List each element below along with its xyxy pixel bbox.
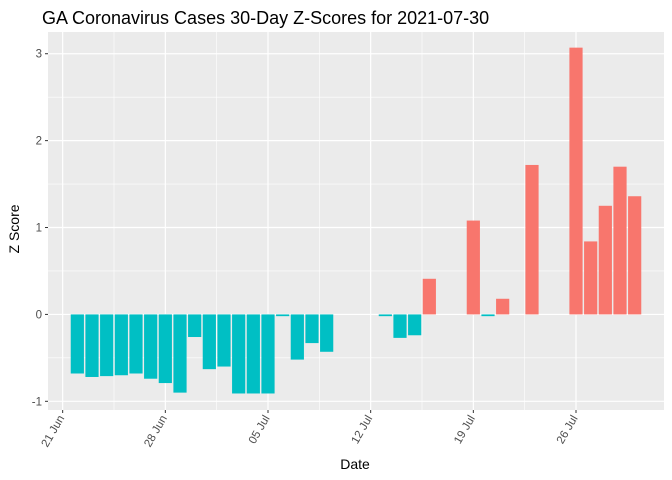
bar	[144, 314, 158, 379]
bar	[85, 314, 99, 377]
major-gridlines	[48, 32, 664, 410]
y-tick-label: 0	[36, 309, 42, 321]
bar	[613, 166, 627, 315]
bar	[290, 314, 304, 360]
bar	[70, 314, 84, 374]
x-tick-label: 28 Jun	[142, 414, 170, 450]
bar	[217, 314, 231, 367]
bars	[70, 47, 642, 394]
x-tick-label: 21 Jun	[40, 414, 68, 450]
x-tick-label: 12 Jul	[350, 414, 376, 447]
x-tick-label: 19 Jul	[452, 414, 478, 447]
bar	[378, 314, 392, 317]
bar	[598, 205, 612, 315]
bar	[188, 314, 202, 338]
bar	[232, 314, 246, 394]
bar	[129, 314, 143, 374]
bar	[305, 314, 319, 344]
bar	[158, 314, 172, 384]
x-axis-title: Date	[340, 456, 370, 472]
bar	[481, 314, 495, 317]
bar	[408, 314, 422, 336]
bar	[202, 314, 216, 370]
y-tick-label: 2	[36, 136, 42, 148]
bar	[422, 278, 436, 315]
bar	[525, 164, 539, 315]
bar	[466, 220, 480, 315]
y-tick-label: 1	[36, 223, 42, 235]
bar	[496, 298, 510, 315]
bar	[628, 196, 642, 315]
bar	[114, 314, 128, 376]
y-tick-label: -1	[32, 396, 42, 408]
bar	[173, 314, 187, 393]
bar	[246, 314, 260, 394]
x-axis-ticks: 21 Jun 28 Jun 05 Jul 12 Jul 19 Jul 26 Jul	[40, 410, 581, 449]
y-tick-label: 3	[36, 49, 42, 61]
y-axis-title: Z Score	[6, 204, 22, 253]
bar	[261, 314, 275, 394]
bar	[320, 314, 334, 352]
bar	[276, 314, 290, 317]
chart-title: GA Coronavirus Cases 30-Day Z-Scores for…	[42, 8, 489, 28]
bar	[584, 241, 598, 315]
bar	[100, 314, 114, 377]
bar	[393, 314, 407, 338]
x-tick-label: 26 Jul	[555, 414, 581, 447]
bar	[569, 47, 583, 315]
y-axis-ticks: -1 0 1 2 3	[32, 49, 48, 408]
x-tick-label: 05 Jul	[247, 414, 273, 447]
